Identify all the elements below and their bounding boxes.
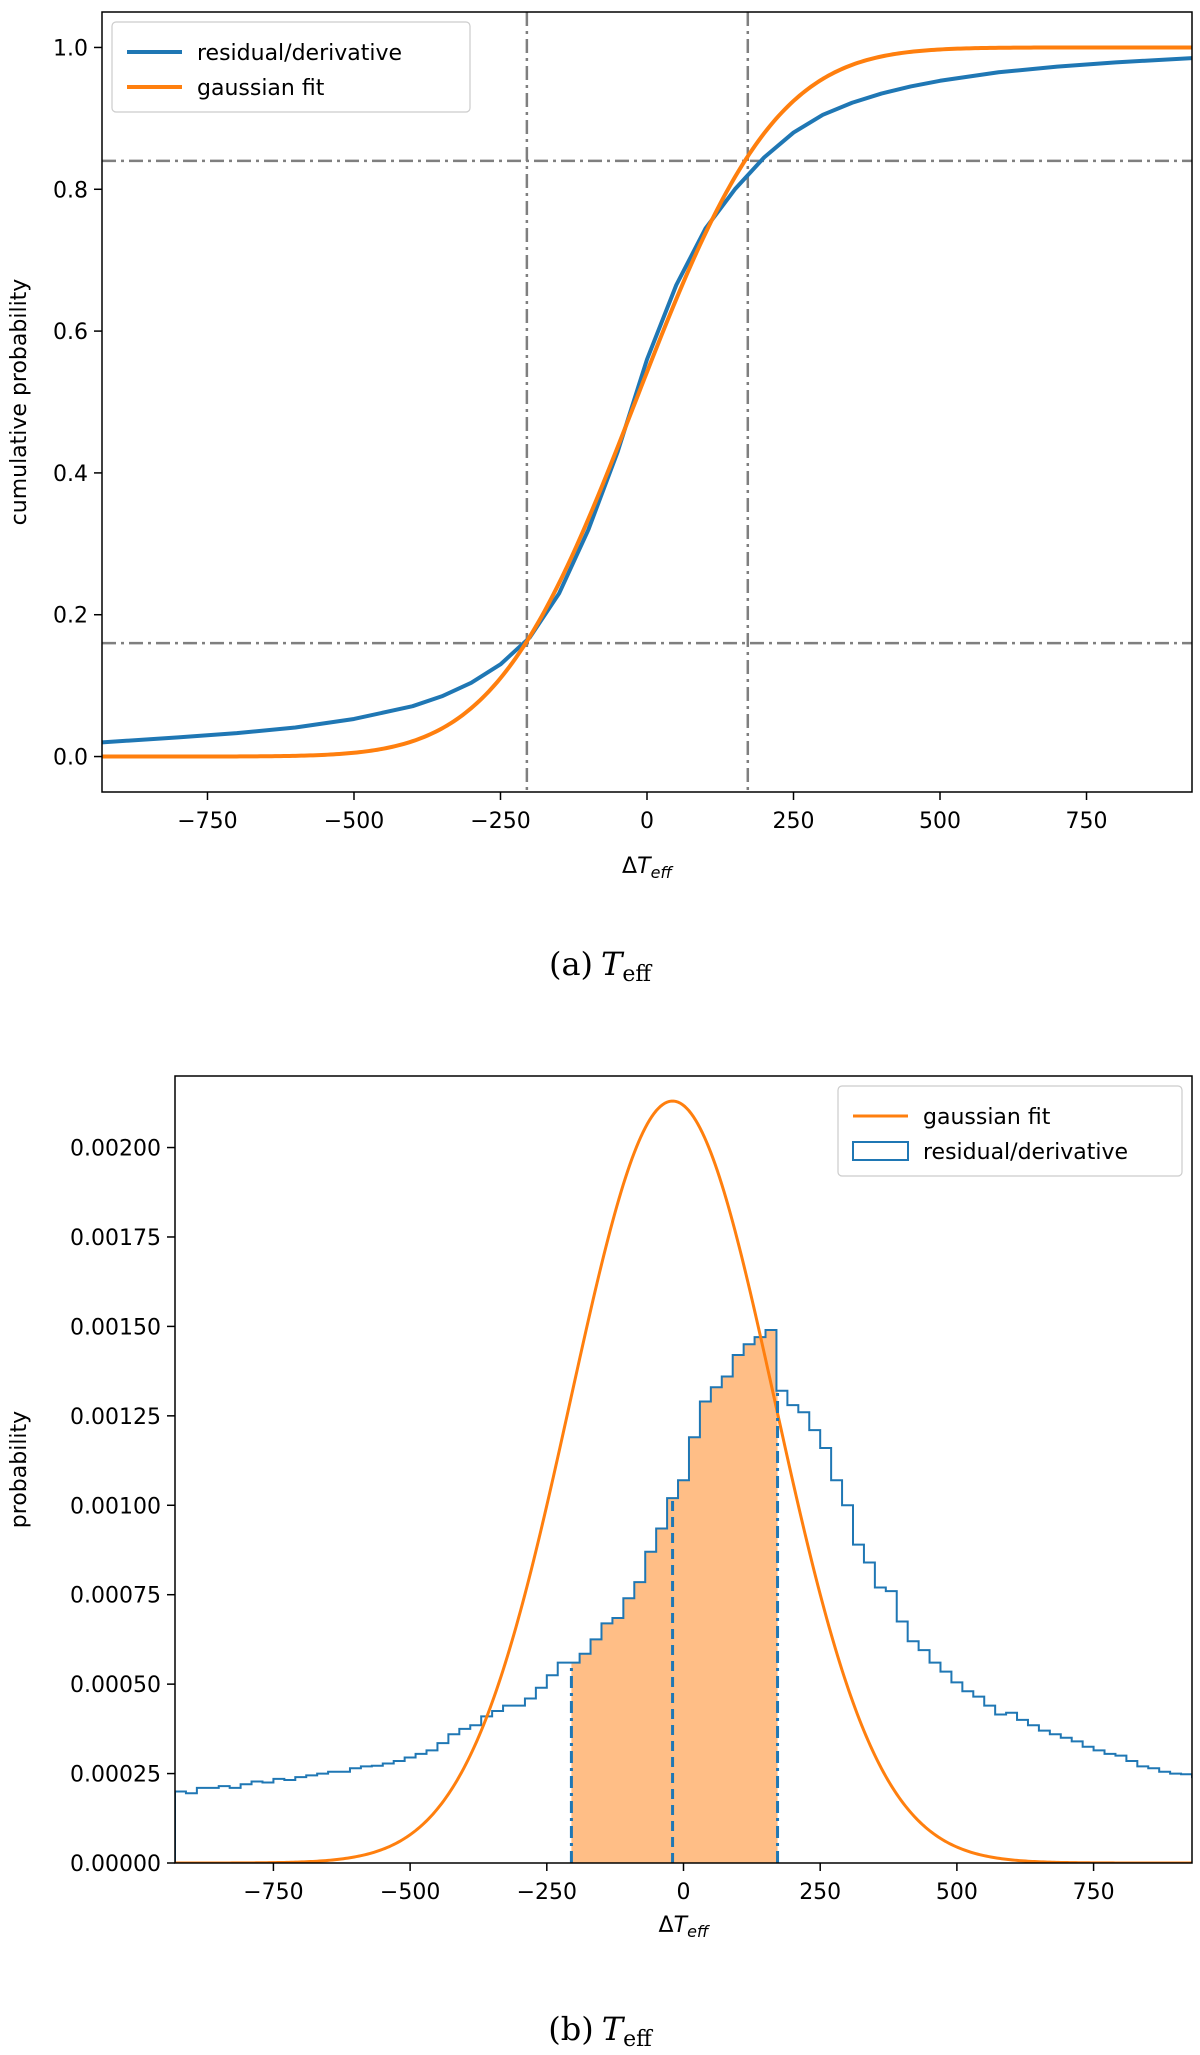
b-y-tick-label: 0.00125 — [70, 1405, 161, 1430]
a-x-tick-label: 750 — [1066, 809, 1108, 834]
panel-b-gaussian — [175, 1099, 1192, 1863]
a-y-tick-label: 0.0 — [53, 746, 88, 771]
panel-b-y-ticks: 0.00000 0.00025 0.00050 0.00075 0.00100 0.001… — [70, 1137, 175, 1877]
b-y-tick-label: 0.00050 — [70, 1673, 161, 1698]
b-y-tick-label: 0.00075 — [70, 1584, 161, 1609]
panel-b-residual-histogram — [175, 1328, 1192, 1863]
b-y-tick-label: 0.00025 — [70, 1763, 161, 1788]
a-y-tick-label: 1.0 — [53, 36, 88, 61]
a-x-tick-label: 250 — [773, 809, 815, 834]
b-y-tick-label: 0.00150 — [70, 1315, 161, 1340]
b-x-tick-label: 0 — [677, 1880, 691, 1905]
panel-a-y-ticks: 0.0 0.2 0.4 0.6 0.8 1.0 — [53, 36, 102, 771]
a-x-tick-label: −500 — [324, 809, 384, 834]
a-x-tick-label: 0 — [640, 809, 654, 834]
b-y-tick-label: 0.00100 — [70, 1494, 161, 1519]
a-y-tick-label: 0.4 — [53, 462, 88, 487]
panel-a-legend-gaussian-label: gaussian fit — [197, 76, 325, 101]
panel-a-residual-curve — [102, 56, 1192, 745]
b-x-tick-label: 500 — [936, 1880, 978, 1905]
a-x-tick-label: −250 — [470, 809, 530, 834]
panel-a-cumulative-chart: −750 −500 −250 0 250 500 750 0.0 0.2 0.4 0.6 0.8 1.… — [7, 11, 1193, 987]
panel-b-caption: (b) Teff — [548, 2010, 653, 2052]
panel-b-histogram — [175, 1328, 1192, 1863]
panel-b-histogram-chart: −750 −500 −250 0 250 500 750 0.000000.000250.0… — [7, 1075, 1193, 2052]
panel-b-y-axis-label: probability — [7, 1411, 32, 1528]
a-x-tick-label: −750 — [177, 809, 237, 834]
panel-a-legend-box — [111, 21, 471, 113]
panel-b-x-axis-label: ΔTeff — [659, 1913, 711, 1941]
panel-b-legend-residual-swatch — [852, 1141, 909, 1161]
panel-a-plot-frame — [101, 11, 1193, 793]
b-x-tick-label: −500 — [380, 1880, 440, 1905]
panel-a-x-ticks: −750 −500 −250 0 250 500 750 — [177, 792, 1108, 834]
panel-b-gaussian-pdf-curve — [175, 1099, 1192, 1863]
b-x-tick-label: 250 — [799, 1880, 841, 1905]
panel-a-reference-lines — [102, 12, 1192, 792]
panel-b-legend-gaussian-label: gaussian fit — [923, 1105, 1051, 1130]
panel-b-interval-markers — [569, 1390, 780, 1863]
panel-a-x-axis-label: ΔTeff — [622, 854, 674, 882]
a-y-tick-label: 0.8 — [53, 178, 88, 203]
panel-b-shaded-region — [571, 1329, 778, 1863]
b-y-tick-label: 0.00175 — [70, 1226, 161, 1251]
panel-a-legend-residual-label: residual/derivative — [197, 41, 402, 66]
b-x-tick-label: 750 — [1073, 1880, 1115, 1905]
panel-a-y-axis-label: cumulative probability — [7, 279, 32, 526]
a-x-tick-label: 500 — [919, 809, 961, 834]
panel-a-legend: residual/derivative gaussian fit — [111, 21, 471, 113]
b-x-tick-label: −250 — [517, 1880, 577, 1905]
panel-b-x-ticks: −750 −500 −250 0 250 500 750 — [243, 1863, 1115, 1905]
b-y-tick-label: 0.00200 — [70, 1137, 161, 1162]
panel-a-gaussian-cdf-curve — [102, 45, 1192, 759]
b-y-tick-label: 0.00000 — [70, 1852, 161, 1877]
a-y-tick-label: 0.6 — [53, 320, 88, 345]
a-y-tick-label: 0.2 — [53, 604, 88, 629]
b-x-tick-label: −750 — [243, 1880, 303, 1905]
panel-b-legend-box — [837, 1085, 1183, 1177]
panel-a-caption: (a) Teff — [549, 945, 652, 987]
panel-b-legend-residual-label: residual/derivative — [923, 1140, 1128, 1165]
panel-a-curves — [102, 45, 1192, 759]
panel-b-credible-interval-fill — [571, 1329, 778, 1863]
panel-b-legend: gaussian fit residual/derivative — [837, 1085, 1183, 1177]
